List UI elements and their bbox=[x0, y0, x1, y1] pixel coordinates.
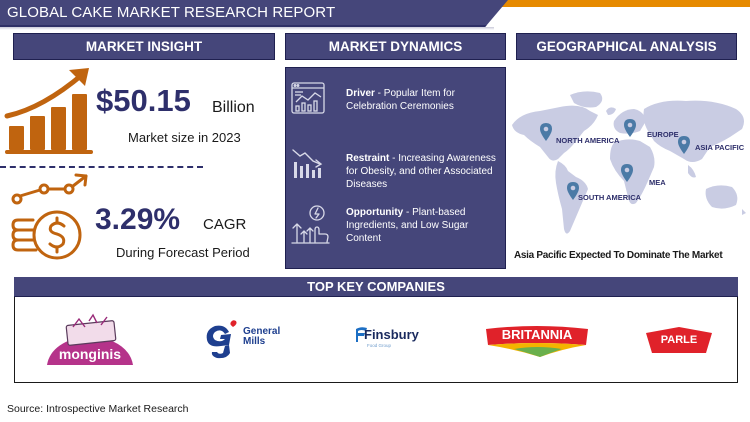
logo-finsbury: Finsbury Food Group bbox=[355, 326, 427, 350]
opportunity-text: Opportunity - Plant-based Ingredients, a… bbox=[346, 206, 501, 245]
dynamics-item-restraint: Restraint - Increasing Awareness for Obe… bbox=[286, 146, 505, 196]
driver-text: Driver - Popular Item for Celebration Ce… bbox=[346, 87, 501, 113]
opportunity-description: - Plant-based Ingredients, and Low Sugar… bbox=[346, 207, 469, 244]
geo-caption: Asia Pacific Expected To Dominate The Ma… bbox=[514, 250, 723, 261]
restraint-description: - Increasing Awareness for Obesity, and … bbox=[346, 153, 496, 190]
restraint-text: Restraint - Increasing Awareness for Obe… bbox=[346, 152, 501, 191]
region-label-south-america: SOUTH AMERICA bbox=[578, 193, 642, 202]
logo-parle: PARLE bbox=[646, 327, 712, 353]
analytics-dashboard-icon bbox=[291, 82, 325, 114]
location-pin-icon bbox=[540, 123, 552, 141]
top-companies-heading: TOP KEY COMPANIES bbox=[14, 277, 738, 297]
market-dynamics-heading: MARKET DYNAMICS bbox=[285, 33, 506, 60]
cagr-value: 3.29% bbox=[95, 203, 181, 236]
driver-label: Driver bbox=[346, 88, 375, 99]
cagr-unit: CAGR bbox=[203, 216, 247, 233]
location-pin-icon bbox=[621, 164, 633, 182]
region-label-europe: EUROPE bbox=[647, 130, 679, 139]
region-label-north-america: NORTH AMERICA bbox=[556, 136, 620, 145]
region-label-mea: MEA bbox=[649, 178, 666, 187]
market-size-unit: Billion bbox=[212, 99, 255, 116]
restraint-label: Restraint bbox=[346, 153, 390, 164]
general-mills-line2: Mills bbox=[243, 336, 266, 347]
dynamics-item-opportunity: Opportunity - Plant-based Ingredients, a… bbox=[286, 204, 505, 254]
title-banner-shadow bbox=[0, 27, 494, 30]
logo-monginis: monginis bbox=[45, 313, 135, 369]
driver-description: - Popular Item for Celebration Ceremonie… bbox=[346, 88, 455, 112]
market-size-caption: Market size in 2023 bbox=[128, 130, 241, 145]
geographical-analysis-heading: GEOGRAPHICAL ANALYSIS bbox=[516, 33, 737, 60]
finsbury-f-icon bbox=[356, 327, 367, 342]
growth-bar-chart-icon bbox=[4, 68, 93, 154]
dynamics-item-driver: Driver - Popular Item for Celebration Ce… bbox=[286, 82, 505, 122]
declining-chart-icon bbox=[292, 149, 323, 178]
market-size-value: $50.15 bbox=[96, 83, 191, 118]
insight-divider bbox=[0, 166, 203, 168]
location-pin-icon bbox=[678, 136, 690, 154]
logo-general-mills: General Mills bbox=[203, 318, 295, 360]
title-banner bbox=[0, 0, 508, 27]
parle-wordmark: PARLE bbox=[660, 334, 698, 346]
logo-britannia: BRITANNIA bbox=[484, 323, 590, 359]
finsbury-subtitle: Food Group bbox=[367, 343, 392, 348]
parle-badge-icon bbox=[646, 327, 712, 353]
monginis-wordmark: monginis bbox=[58, 346, 122, 362]
britannia-ribbon-icon bbox=[486, 326, 588, 357]
market-insight-heading: MARKET INSIGHT bbox=[13, 33, 275, 60]
opportunity-label: Opportunity bbox=[346, 207, 404, 218]
britannia-wordmark: BRITANNIA bbox=[501, 327, 573, 342]
region-label-asia-pacific: ASIA PACIFIC bbox=[695, 143, 745, 152]
coins-growth-icon bbox=[11, 173, 88, 260]
location-pin-icon bbox=[567, 182, 579, 200]
report-title: GLOBAL CAKE MARKET RESEARCH REPORT bbox=[7, 4, 336, 21]
finsbury-wordmark: Finsbury bbox=[364, 327, 419, 342]
general-mills-g-icon bbox=[206, 320, 237, 359]
opportunity-growth-icon bbox=[291, 205, 330, 244]
location-pin-icon bbox=[624, 119, 636, 137]
general-mills-line1: General bbox=[243, 326, 281, 337]
market-dynamics-panel: Driver - Popular Item for Celebration Ce… bbox=[285, 67, 506, 269]
source-note: Source: Introspective Market Research bbox=[7, 403, 189, 415]
cagr-caption: During Forecast Period bbox=[116, 245, 250, 260]
monginis-logo-icon bbox=[47, 313, 133, 365]
